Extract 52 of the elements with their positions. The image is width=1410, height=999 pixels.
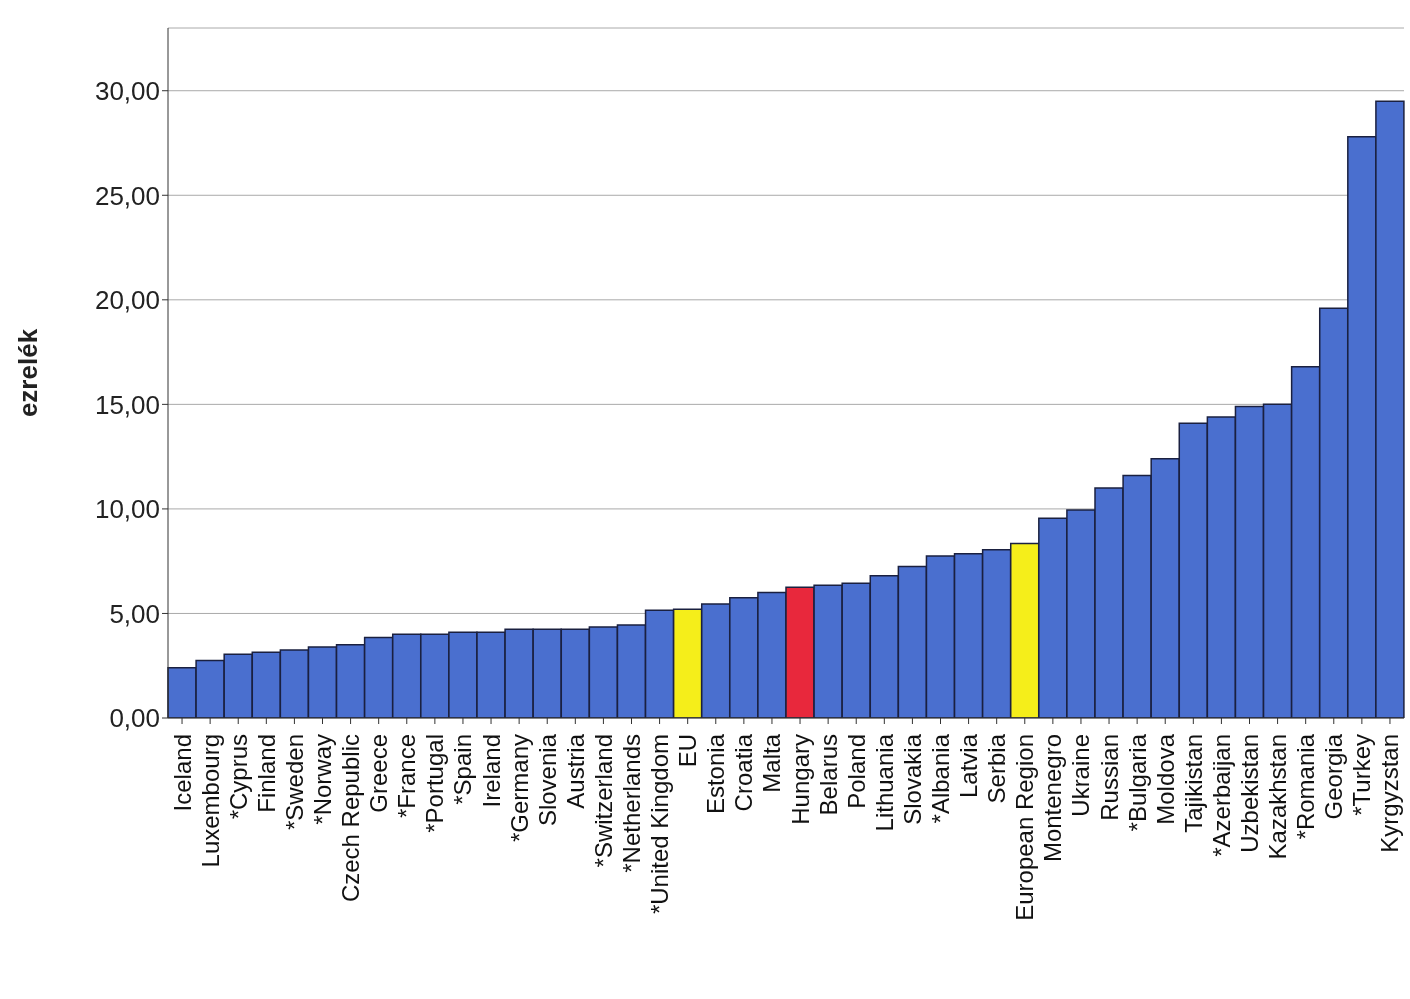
x-tick-label: Poland bbox=[842, 734, 870, 809]
x-tick-label: Lithuania bbox=[870, 733, 898, 832]
x-tick-label: Tajikistan bbox=[1179, 734, 1207, 833]
x-tick-label: Slovenia bbox=[533, 733, 561, 827]
x-tick-label: *United Kingdom bbox=[646, 734, 674, 915]
y-tick-label: 0,00 bbox=[109, 703, 160, 734]
x-tick-label: *Sweden bbox=[280, 734, 308, 831]
x-tick-label: Serbia bbox=[983, 733, 1011, 804]
x-tick-label: EU bbox=[674, 734, 702, 768]
x-tick-label: *Spain bbox=[449, 734, 477, 805]
x-tick-label: Russian bbox=[1095, 734, 1123, 821]
x-tick-label: *Netherlands bbox=[618, 734, 645, 873]
x-tick-label: Slovakia bbox=[898, 733, 926, 825]
x-tick-label: Finland bbox=[252, 734, 280, 813]
x-tick-label: *France bbox=[393, 734, 421, 819]
x-tick-label: Kyrgyzstan bbox=[1376, 734, 1404, 853]
x-tick-label: Belarus bbox=[814, 734, 842, 816]
x-tick-label: Uzbekistan bbox=[1236, 734, 1263, 853]
x-tick-label: Ukraine bbox=[1067, 734, 1095, 817]
x-tick-label: Malta bbox=[758, 733, 786, 793]
x-tick-label: Estonia bbox=[702, 733, 730, 815]
x-tick-label: *Albania bbox=[927, 733, 954, 824]
x-tick-label: Hungary bbox=[786, 734, 814, 825]
x-tick-label: Kazakhstan bbox=[1264, 734, 1292, 860]
y-tick-label: 30,00 bbox=[94, 75, 160, 106]
x-tick-label: Latvia bbox=[955, 733, 983, 799]
x-tick-label: *Switzerland bbox=[589, 734, 617, 868]
x-tick-label: *Cyprus bbox=[224, 734, 252, 820]
x-tick-label: Czech Republic bbox=[337, 734, 365, 903]
y-axis-title: ezrelék bbox=[13, 328, 44, 418]
y-tick-label: 5,00 bbox=[109, 598, 160, 629]
x-tick-label: Iceland bbox=[168, 734, 196, 812]
x-tick-label: *Turkey bbox=[1348, 734, 1376, 816]
y-tick-label: 20,00 bbox=[94, 285, 160, 316]
x-tick-label: Georgia bbox=[1320, 733, 1348, 820]
x-tick-label: European Region bbox=[1011, 734, 1039, 921]
x-tick-label: Ireland bbox=[477, 734, 505, 808]
x-tick-label: Moldova bbox=[1151, 733, 1179, 825]
y-tick-label: 10,00 bbox=[94, 494, 160, 525]
x-tick-label: Croatia bbox=[730, 733, 758, 812]
x-tick-label: Austria bbox=[561, 733, 589, 809]
x-tick-label: *Germany bbox=[505, 734, 533, 843]
x-tick-label: *Norway bbox=[309, 734, 336, 825]
x-tick-label: *Portugal bbox=[421, 734, 449, 833]
x-tick-label: Luxembourg bbox=[196, 734, 224, 868]
x-tick-label: *Bulgaria bbox=[1123, 733, 1151, 832]
x-tick-label: Greece bbox=[365, 734, 393, 813]
y-tick-label: 25,00 bbox=[94, 180, 160, 211]
x-tick-label: *Romania bbox=[1292, 733, 1320, 840]
y-tick-label: 15,00 bbox=[94, 389, 160, 420]
x-tick-label: *Azerbaijan bbox=[1207, 734, 1235, 857]
x-tick-label: Montenegro bbox=[1039, 734, 1067, 863]
